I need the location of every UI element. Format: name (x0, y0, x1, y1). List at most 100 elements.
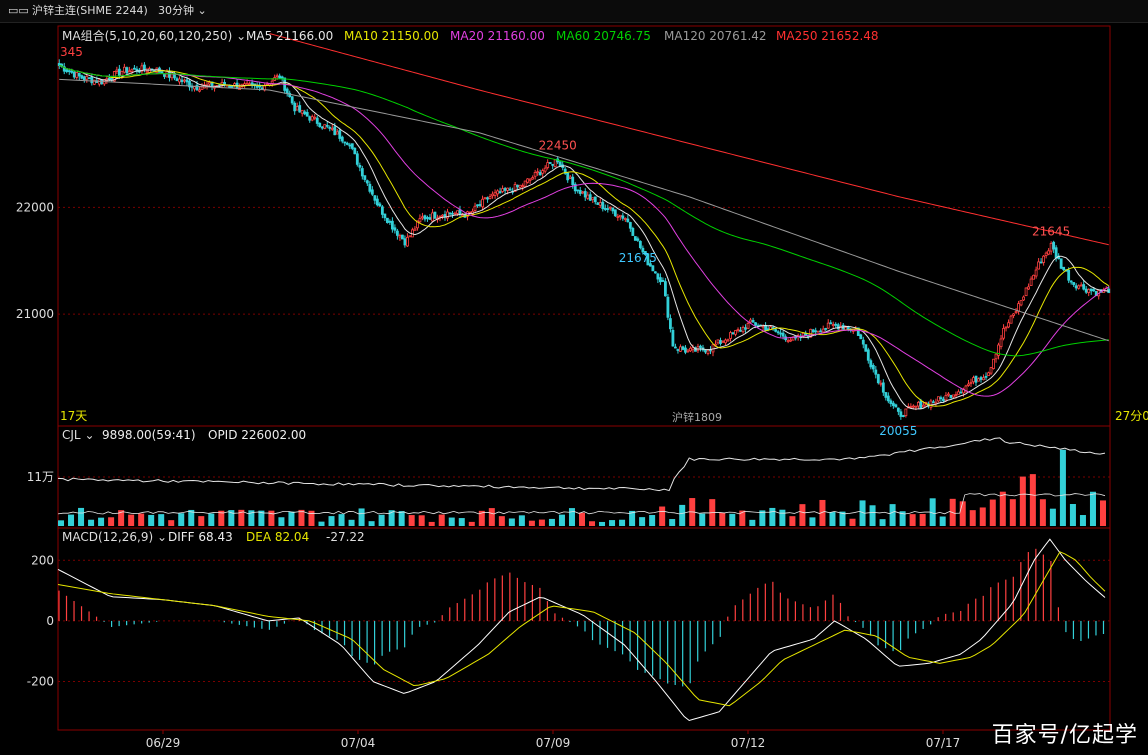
candle-body (478, 204, 482, 206)
candle-body (533, 172, 537, 177)
candle-body (230, 86, 234, 88)
candle-body (656, 273, 660, 280)
macd-tick-label: -200 (27, 675, 54, 689)
volume-bar (78, 507, 85, 526)
volume-bar (378, 514, 385, 526)
candle-body (416, 220, 419, 229)
candle-body (370, 189, 374, 195)
candle-body (92, 79, 96, 85)
time-label: 27分0 (1115, 409, 1148, 423)
volume-bar (759, 510, 766, 526)
candle-body (686, 349, 690, 352)
volume-bar (308, 510, 315, 526)
candle-body (117, 68, 121, 76)
candle-body (451, 212, 454, 215)
volume-bar (899, 511, 906, 526)
candle-body (626, 218, 630, 223)
candle-body (528, 178, 532, 181)
opid-value: OPID 226002.00 (208, 428, 307, 442)
candle-body (1082, 284, 1086, 290)
volume-bar (1019, 476, 1026, 526)
candle-body (536, 171, 540, 174)
volume-bar (1089, 491, 1096, 526)
candle-body (431, 212, 434, 222)
candle-body (318, 122, 322, 128)
candle-body (77, 72, 81, 77)
candle-body (704, 350, 707, 353)
candle-body (1092, 289, 1096, 292)
candle-body (987, 372, 990, 376)
candle-body (779, 332, 783, 335)
candle-body (583, 191, 587, 198)
candle-body (300, 109, 304, 114)
candle-body (1067, 269, 1071, 281)
candle-body (871, 365, 875, 370)
candle-body (75, 72, 79, 78)
candle-body (689, 347, 692, 352)
volume-bar (178, 513, 185, 526)
x-tick-label: 07/04 (341, 736, 376, 750)
candle-body (308, 116, 312, 121)
candle-body (188, 80, 191, 88)
volume-bar (448, 517, 455, 526)
candle-body (578, 189, 582, 194)
symbol-label[interactable]: 沪锌主连(SHME 2244) (32, 4, 148, 17)
candle-body (606, 208, 610, 210)
candle-body (195, 84, 199, 91)
candle-body (508, 188, 512, 191)
price-annotation: 22450 (539, 138, 577, 152)
candle-body (303, 111, 307, 115)
candle-body (736, 329, 740, 331)
volume-bar (268, 510, 275, 526)
candle-body (433, 211, 437, 219)
candle-body (876, 374, 880, 384)
candle-body (335, 131, 339, 135)
volume-bar (719, 512, 726, 526)
volume-bar (528, 520, 535, 526)
volume-bar (629, 510, 636, 526)
moving-average-lines (59, 33, 1110, 410)
candle-body (163, 74, 166, 77)
candle-body (731, 332, 735, 335)
candle-body (248, 83, 252, 86)
candle-body (586, 194, 590, 199)
macd-selector[interactable]: MACD(12,26,9) ⌄ (62, 530, 167, 544)
candle-body (997, 344, 1000, 356)
ma-group-selector[interactable]: MA组合(5,10,20,60,120,250) ⌄ (62, 29, 246, 43)
candle-body (696, 346, 700, 351)
candle-body (699, 345, 702, 348)
volume-bar (929, 498, 936, 526)
volume-bar (1039, 499, 1046, 526)
candle-body (426, 217, 429, 219)
volume-bar (418, 515, 425, 526)
chevron-down-icon: ⌄ (156, 530, 168, 544)
period-label: 30分钟 (158, 4, 194, 17)
candle-body (395, 230, 399, 236)
candle-body (546, 162, 550, 168)
candle-body (643, 251, 647, 255)
candle-body (270, 80, 274, 84)
candle-body (811, 329, 815, 333)
candle-body (911, 405, 915, 408)
candle-body (674, 346, 677, 349)
candle-body (633, 236, 637, 241)
cjl-selector[interactable]: CJL ⌄ (62, 428, 95, 442)
candle-body (1079, 284, 1083, 287)
candle-body (1047, 250, 1051, 255)
candle-body (628, 222, 632, 229)
candle-body (87, 77, 91, 80)
macd-diff-value: DIFF 68.43 (168, 530, 233, 544)
candle-body (881, 382, 885, 393)
candle-body (774, 329, 778, 332)
period-selector[interactable]: 30分钟 ⌄ (158, 3, 207, 19)
volume-bar (368, 521, 375, 526)
candle-body (345, 142, 349, 145)
link-icon[interactable]: ▭▭ (8, 4, 29, 17)
candle-body (1029, 278, 1033, 286)
candle-body (959, 391, 963, 394)
volume-bar (799, 504, 806, 526)
candle-body (175, 78, 179, 82)
cjl-label: CJL (62, 428, 81, 442)
volume-bar (88, 519, 95, 526)
